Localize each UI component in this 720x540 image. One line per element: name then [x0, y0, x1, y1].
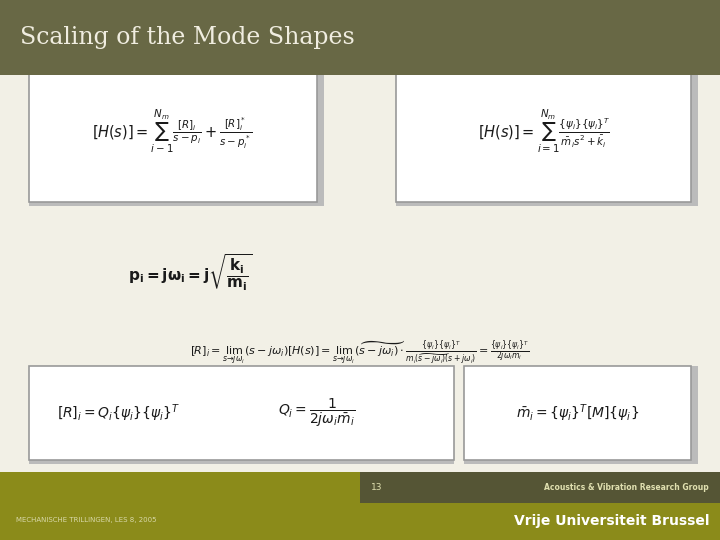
- Text: MECHANISCHE TRILLINGEN, LES 8, 2005: MECHANISCHE TRILLINGEN, LES 8, 2005: [16, 517, 156, 523]
- Text: Vrije Universiteit Brussel: Vrije Universiteit Brussel: [513, 514, 709, 528]
- Text: $[H(s)] = \sum_{i=1}^{N_m} \frac{\{\psi_i\}\{\psi_i\}^T}{\bar{m}_i s^2 + \bar{k}: $[H(s)] = \sum_{i=1}^{N_m} \frac{\{\psi_…: [477, 108, 610, 155]
- Text: $[R]_i = \lim_{s \to j\omega_i} (s-j\omega_i)[H(s)] = \lim_{s \to j\omega_i} \wi: $[R]_i = \lim_{s \to j\omega_i} (s-j\ome…: [190, 339, 530, 367]
- Bar: [0, 472, 720, 540]
- Bar: [360, 472, 720, 503]
- Bar: [0, 0, 720, 75]
- Text: $Q_i = \dfrac{1}{2j\omega_i\bar{m}_i}$: $Q_i = \dfrac{1}{2j\omega_i\bar{m}_i}$: [278, 396, 356, 429]
- Bar: [29, 201, 317, 206]
- Text: $[H(s)] = \sum_{i-1}^{N_m} \frac{[R]_i}{s-p_i} + \frac{[R]_i^*}{s-p_i^*}$: $[H(s)] = \sum_{i-1}^{N_m} \frac{[R]_i}{…: [92, 108, 253, 155]
- Text: 13: 13: [371, 483, 382, 492]
- Text: Acoustics & Vibration Research Group: Acoustics & Vibration Research Group: [544, 483, 709, 492]
- Text: Scaling of the Mode Shapes: Scaling of the Mode Shapes: [20, 26, 355, 49]
- Text: $[R]_i = Q_i\{\psi_i\}\{\psi_i\}^T$: $[R]_i = Q_i\{\psi_i\}\{\psi_i\}^T$: [58, 402, 180, 423]
- Bar: [464, 366, 691, 460]
- Bar: [317, 62, 324, 206]
- Bar: [29, 460, 454, 464]
- Bar: [29, 62, 317, 202]
- Bar: [691, 366, 698, 464]
- Text: $\mathbf{p_i = j\omega_i = j}\sqrt{\dfrac{\mathbf{k_i}}{\mathbf{m_i}}}$: $\mathbf{p_i = j\omega_i = j}\sqrt{\dfra…: [128, 253, 253, 293]
- Bar: [396, 201, 691, 206]
- Bar: [396, 62, 691, 202]
- Bar: [29, 366, 454, 460]
- Bar: [464, 459, 691, 464]
- Bar: [691, 62, 698, 206]
- Text: $\bar{m}_i = \{\psi_i\}^T[M]\{\psi_i\}$: $\bar{m}_i = \{\psi_i\}^T[M]\{\psi_i\}$: [516, 402, 639, 423]
